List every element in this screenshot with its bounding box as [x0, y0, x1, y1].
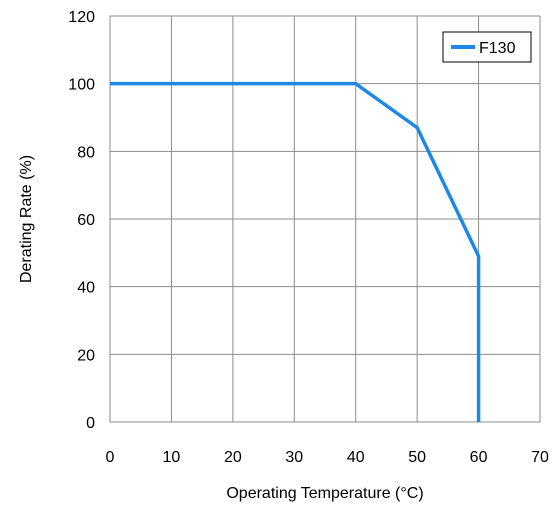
- y-tick-label: 120: [68, 9, 95, 26]
- x-tick-label: 0: [106, 449, 115, 466]
- x-tick-label: 10: [163, 449, 181, 466]
- y-axis-label: Derating Rate (%): [18, 155, 35, 283]
- y-tick-label: 60: [77, 212, 95, 229]
- y-tick-label: 80: [77, 144, 95, 161]
- series-layer: [109, 81, 481, 423]
- x-tick-label: 60: [470, 449, 488, 466]
- x-tick-label: 40: [347, 449, 365, 466]
- x-axis-tick-labels: 0 10 20 30 40 50 60 70: [106, 449, 549, 466]
- x-tick-label: 20: [224, 449, 242, 466]
- grid-lines: [109, 15, 541, 423]
- x-tick-label: 70: [531, 449, 549, 466]
- x-axis-label: Operating Temperature (°C): [226, 485, 423, 502]
- plot-area-frame: [109, 15, 541, 423]
- y-axis-tick-labels: 0 20 40 60 80 100 120: [68, 9, 95, 432]
- y-tick-label: 100: [68, 77, 95, 94]
- y-tick-label: 40: [77, 280, 95, 297]
- legend: F130: [442, 31, 532, 63]
- x-tick-label: 50: [408, 449, 426, 466]
- y-tick-label: 20: [77, 347, 95, 364]
- legend-label-f130: F130: [479, 40, 516, 57]
- y-tick-label: 0: [86, 415, 95, 432]
- x-tick-label: 30: [285, 449, 303, 466]
